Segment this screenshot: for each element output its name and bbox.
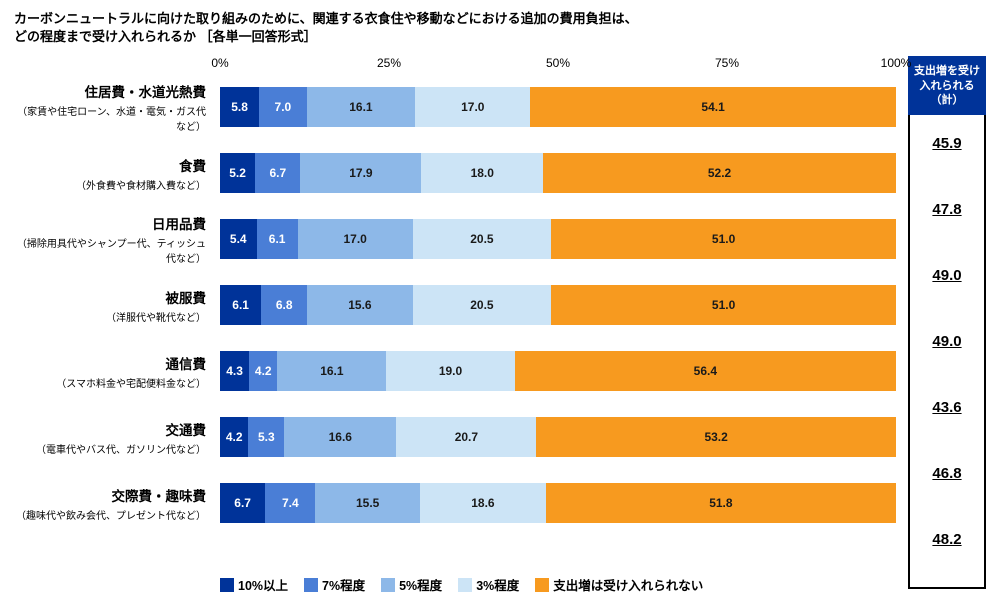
- legend-swatch: [220, 578, 234, 592]
- bar-segment: 18.0: [421, 153, 543, 193]
- bar-segment: 16.1: [277, 351, 386, 391]
- stacked-bar: 6.77.415.518.651.8: [220, 483, 896, 523]
- legend-item: 支出増は受け入れられない: [535, 575, 703, 594]
- bar-segment: 6.1: [257, 219, 298, 259]
- legend-swatch: [381, 578, 395, 592]
- row-label: 交際費・趣味費（趣味代や飲み会代、プレゼント代など）: [14, 485, 214, 522]
- row-label: 住居費・水道光熱費（家賃や住宅ローン、水道・電気・ガス代など）: [14, 81, 214, 133]
- bar-segment: 15.5: [315, 483, 420, 523]
- total-value: 48.2: [910, 531, 984, 548]
- bar-segment: 51.0: [551, 219, 896, 259]
- legend-item: 5%程度: [381, 575, 442, 594]
- total-value: 49.0: [910, 333, 984, 350]
- bar-segment: 4.2: [220, 417, 248, 457]
- stacked-bar: 6.16.815.620.551.0: [220, 285, 896, 325]
- legend-item: 10%以上: [220, 575, 288, 594]
- bar-segment: 16.1: [307, 87, 416, 127]
- bar-segment: 5.2: [220, 153, 255, 193]
- legend-label: 10%以上: [238, 575, 288, 594]
- bar-segment: 5.8: [220, 87, 259, 127]
- bar-segment: 19.0: [386, 351, 514, 391]
- bar-segment: 7.4: [265, 483, 315, 523]
- bar-segment: 4.3: [220, 351, 249, 391]
- axis-tick: 0%: [211, 56, 228, 70]
- bar-segment: 15.6: [307, 285, 412, 325]
- bar-segment: 5.4: [220, 219, 257, 259]
- total-value: 49.0: [910, 267, 984, 284]
- legend-item: 3%程度: [458, 575, 519, 594]
- legend-label: 7%程度: [322, 575, 365, 594]
- legend-item: 7%程度: [304, 575, 365, 594]
- legend-swatch: [304, 578, 318, 592]
- bar-segment: 4.2: [249, 351, 277, 391]
- stacked-bar: 5.87.016.117.054.1: [220, 87, 896, 127]
- row-label: 被服費（洋服代や靴代など）: [14, 287, 214, 324]
- chart-title: カーボンニュートラルに向けた取り組みのために、関連する衣食住や移動などにおける追…: [14, 10, 986, 46]
- bar-segment: 6.1: [220, 285, 261, 325]
- total-value: 43.6: [910, 399, 984, 416]
- bar-segment: 51.8: [546, 483, 896, 523]
- legend-label: 3%程度: [476, 575, 519, 594]
- total-value: 45.9: [910, 135, 984, 152]
- bar-segment: 20.7: [396, 417, 536, 457]
- total-value: 47.8: [910, 201, 984, 218]
- total-header: 支出増を受け入れられる（計）: [908, 56, 986, 115]
- row-label: 日用品費（掃除用具代やシャンプー代、ティッシュ代など）: [14, 213, 214, 265]
- bar-segment: 17.0: [415, 87, 530, 127]
- row-label: 食費（外食費や食材購入費など）: [14, 155, 214, 192]
- bar-segment: 6.7: [255, 153, 300, 193]
- bar-segment: 18.6: [420, 483, 546, 523]
- total-value: 46.8: [910, 465, 984, 482]
- stacked-bar: 4.25.316.620.753.2: [220, 417, 896, 457]
- axis-tick: 75%: [715, 56, 739, 70]
- bar-segment: 17.0: [298, 219, 413, 259]
- stacked-bar: 5.46.117.020.551.0: [220, 219, 896, 259]
- bar-segment: 51.0: [551, 285, 896, 325]
- legend: 10%以上 7%程度 5%程度 3%程度 支出増は受け入れられない: [220, 575, 703, 594]
- bar-segment: 16.6: [284, 417, 396, 457]
- axis-tick: 50%: [546, 56, 570, 70]
- bar-segment: 20.5: [413, 219, 552, 259]
- x-axis: 0%25%50%75%100%: [220, 56, 896, 78]
- row-label: 通信費（スマホ料金や宅配便料金など）: [14, 353, 214, 390]
- legend-label: 支出増は受け入れられない: [553, 575, 703, 594]
- axis-tick: 25%: [377, 56, 401, 70]
- row-label: 交通費（電車代やバス代、ガソリン代など）: [14, 419, 214, 456]
- bar-segment: 5.3: [248, 417, 284, 457]
- bar-segment: 53.2: [536, 417, 896, 457]
- axis-tick: 100%: [881, 56, 912, 70]
- legend-swatch: [535, 578, 549, 592]
- bar-segment: 20.5: [413, 285, 552, 325]
- stacked-bar: 5.26.717.918.052.2: [220, 153, 896, 193]
- bar-segment: 17.9: [300, 153, 421, 193]
- legend-label: 5%程度: [399, 575, 442, 594]
- bar-segment: 6.8: [261, 285, 307, 325]
- bar-segment: 52.2: [543, 153, 896, 193]
- bar-segment: 7.0: [259, 87, 306, 127]
- stacked-bar: 4.34.216.119.056.4: [220, 351, 896, 391]
- legend-swatch: [458, 578, 472, 592]
- bar-segment: 56.4: [515, 351, 896, 391]
- bar-segment: 6.7: [220, 483, 265, 523]
- bar-segment: 54.1: [530, 87, 896, 127]
